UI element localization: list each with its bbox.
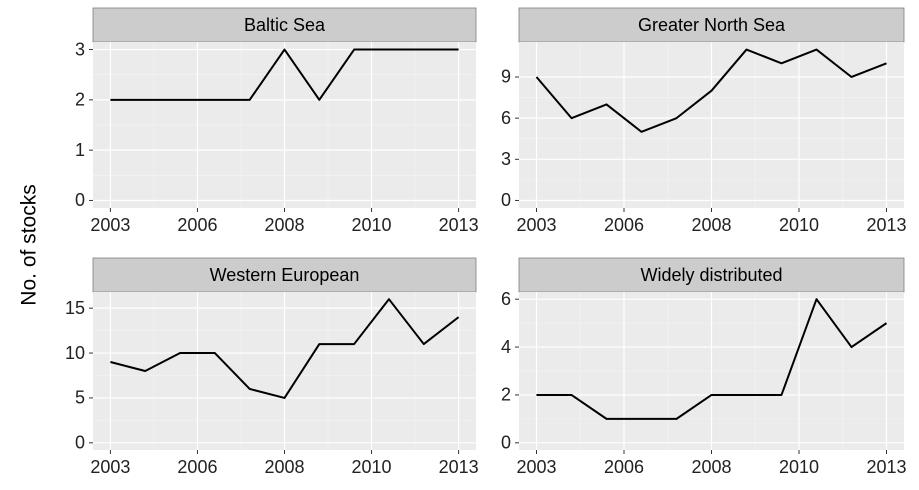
y-tick-label: 2	[501, 385, 511, 405]
x-tick-label: 2006	[604, 457, 644, 477]
y-tick-label: 0	[75, 190, 85, 210]
x-tick-label: 2008	[691, 457, 731, 477]
panel-title: Western European	[210, 265, 360, 285]
data-line	[110, 48, 459, 101]
x-tick-label: 2003	[90, 215, 130, 235]
data-line	[535, 48, 887, 133]
strip	[518, 257, 905, 293]
x-tick-label: 2003	[516, 457, 556, 477]
y-tick-label: 0	[75, 433, 85, 453]
y-tick-label: 3	[501, 149, 511, 169]
y-tick-label: 0	[501, 433, 511, 453]
y-tick-label: 9	[501, 67, 511, 87]
panel-title: Greater North Sea	[638, 15, 786, 35]
y-tick-label: 10	[65, 343, 85, 363]
x-tick-label: 2006	[604, 215, 644, 235]
x-tick-label: 2003	[90, 457, 130, 477]
x-tick-label: 2013	[439, 215, 479, 235]
y-tick-label: 6	[501, 108, 511, 128]
x-tick-label: 2008	[264, 215, 304, 235]
y-tick-label: 4	[501, 337, 511, 357]
panel-title: Widely distributed	[640, 265, 782, 285]
y-tick-label: 1	[75, 140, 85, 160]
strip	[518, 7, 905, 43]
data-line	[110, 298, 460, 399]
x-tick-label: 2013	[866, 215, 906, 235]
x-tick-label: 2010	[352, 215, 392, 235]
y-tick-label: 0	[501, 190, 511, 210]
y-tick-label: 15	[65, 298, 85, 318]
y-tick-label: 5	[75, 388, 85, 408]
x-tick-label: 2006	[177, 457, 217, 477]
x-tick-label: 2010	[352, 457, 392, 477]
strip	[92, 257, 477, 293]
y-tick-label: 6	[501, 289, 511, 309]
x-tick-label: 2010	[779, 215, 819, 235]
y-tick-label: 3	[75, 39, 85, 59]
strip	[92, 7, 477, 43]
x-tick-label: 2006	[177, 215, 217, 235]
panel-title: Baltic Sea	[244, 15, 326, 35]
x-tick-label: 2013	[866, 457, 906, 477]
x-tick-label: 2013	[439, 457, 479, 477]
y-axis-label: No. of stocks	[18, 184, 41, 305]
data-line	[536, 298, 888, 420]
x-tick-label: 2008	[691, 215, 731, 235]
y-tick-label: 2	[75, 90, 85, 110]
x-tick-label: 2010	[779, 457, 819, 477]
x-tick-label: 2003	[516, 215, 556, 235]
x-tick-label: 2008	[264, 457, 304, 477]
